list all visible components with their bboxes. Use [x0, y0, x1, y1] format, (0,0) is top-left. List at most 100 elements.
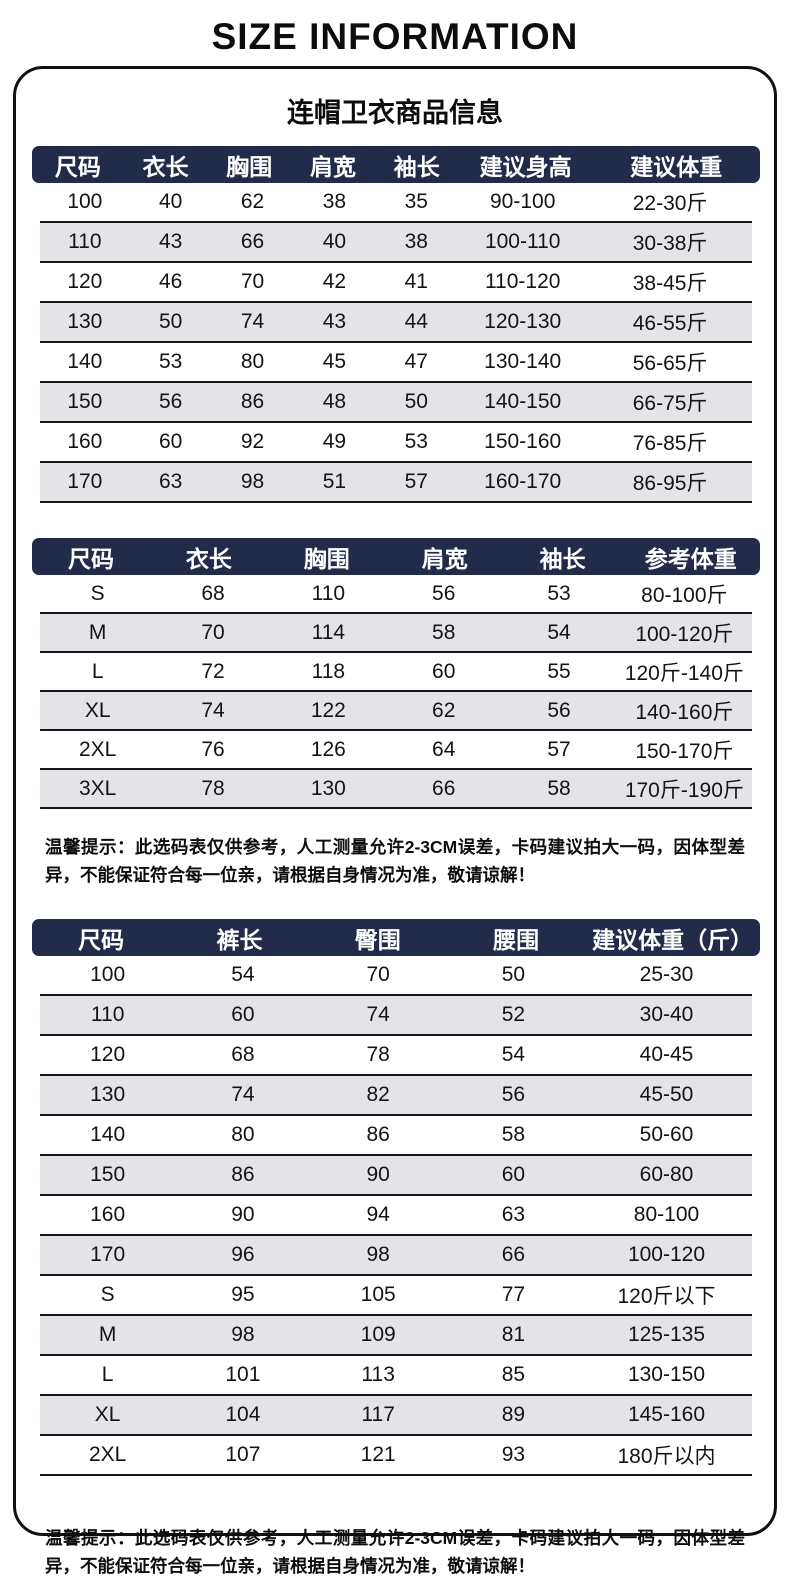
table-cell: L — [91, 659, 104, 683]
table-cell: 94 — [366, 1203, 390, 1226]
table-row: 160 90 94 63 80-100 — [40, 1196, 752, 1236]
table-cell: 80-100斤 — [641, 583, 728, 607]
table-cell: 60 — [501, 1163, 526, 1186]
table-cell: 145-160 — [627, 1403, 706, 1426]
table-cell: M — [88, 620, 107, 644]
table-cell: 77 — [501, 1283, 526, 1306]
table-cell: 78 — [201, 776, 225, 800]
table-cell: 46-55斤 — [632, 312, 708, 335]
table-cell: 48 — [322, 390, 347, 413]
table-row: 170 63 98 51 57 160-170 86-95斤 — [40, 463, 752, 503]
column-header: 臀围 — [354, 926, 401, 953]
table-cell: 107 — [225, 1443, 261, 1466]
column-header: 建议体重 — [630, 153, 723, 180]
page-title: SIZE INFORMATION — [211, 16, 579, 57]
table-row: 130 74 82 56 45-50 — [40, 1076, 752, 1116]
table-cell: 90 — [366, 1163, 390, 1186]
table-cell: 92 — [240, 430, 265, 453]
table-cell: 50 — [158, 310, 183, 333]
table-cell: 109 — [360, 1323, 396, 1346]
table-row: 2XL 107 121 93 180斤以内 — [40, 1436, 752, 1476]
table-cell: 64 — [432, 737, 456, 761]
table-cell: 2XL — [78, 737, 117, 761]
table-row: 150 86 90 60 60-80 — [40, 1156, 752, 1196]
size-info-card: 连帽卫衣商品信息 尺码 衣长 胸围 肩宽 袖长 建议身高 建议体重 100 40 62 38 35 90… — [13, 66, 777, 1576]
table-cell: 113 — [361, 1363, 395, 1386]
table-cell: 86 — [240, 390, 265, 413]
table-cell: 140 — [90, 1123, 126, 1146]
table-cell: 60 — [432, 659, 456, 683]
column-header: 袖长 — [393, 153, 440, 180]
table-row: M 98 109 81 125-135 — [40, 1316, 752, 1356]
column-header: 腰围 — [493, 926, 540, 953]
table-cell: 78 — [366, 1043, 390, 1066]
table-row: L 72 118 60 55 120斤-140斤 — [40, 653, 752, 692]
table-cell: 56 — [547, 698, 571, 722]
table-cell: S — [90, 581, 105, 605]
table-cell: 122 — [310, 698, 346, 722]
table-cell: 58 — [547, 776, 571, 800]
table-cell: 160 — [67, 430, 103, 453]
table-cell: 60 — [231, 1003, 255, 1026]
column-header: 裤长 — [216, 926, 263, 953]
table-cell: 130 — [90, 1083, 126, 1106]
table-cell: 170 — [90, 1243, 126, 1266]
table-cell: 140-150 — [484, 390, 562, 413]
table-cell: 98 — [366, 1243, 390, 1266]
table-cell: 76-85斤 — [632, 432, 708, 455]
column-header: 胸围 — [303, 545, 350, 572]
table-cell: 47 — [404, 350, 428, 373]
table-row: 170 96 98 66 100-120 — [40, 1236, 752, 1276]
table-row: XL 74 122 62 56 140-160斤 — [40, 692, 752, 731]
table-cell: 170斤-190斤 — [624, 778, 744, 802]
table-cell: 62 — [240, 190, 265, 213]
table-cell: 100-110 — [484, 230, 561, 253]
pants-size-table: 尺码 裤长 臀围 腰围 建议体重（斤） 100 54 70 50 25-30 110 60 74 52 30… — [32, 919, 760, 1476]
table-cell: 68 — [201, 581, 225, 605]
table-cell: 100 — [67, 190, 103, 213]
column-header: 参考体重 — [644, 545, 737, 572]
table-cell: 51 — [322, 470, 347, 493]
table-cell: 74 — [231, 1083, 255, 1106]
table-row: 150 56 86 48 50 140-150 66-75斤 — [40, 383, 752, 423]
table-cell: 120 — [67, 270, 103, 293]
table-cell: 150 — [67, 390, 103, 413]
table-cell: 93 — [501, 1443, 526, 1466]
table-cell: M — [98, 1323, 117, 1346]
table-cell: 100 — [90, 963, 126, 986]
table-cell: 100-120 — [627, 1243, 706, 1266]
table-cell: 66 — [432, 776, 456, 800]
column-header: 衣长 — [142, 153, 189, 180]
table-cell: 150-170斤 — [635, 739, 734, 763]
table-cell: 80-100 — [633, 1203, 700, 1226]
table-cell: 130-140 — [484, 350, 562, 373]
table-cell: 62 — [432, 698, 456, 722]
table-cell: 66 — [501, 1243, 526, 1266]
table-cell: 140-160斤 — [635, 700, 734, 724]
table-cell: 60-80 — [639, 1163, 694, 1186]
table-cell: 56-65斤 — [632, 352, 708, 375]
table-cell: 80 — [240, 350, 265, 373]
table-cell: 50 — [404, 390, 428, 413]
table-cell: 45-50 — [639, 1083, 694, 1106]
table-cell: 2XL — [88, 1443, 127, 1466]
table-row: 160 60 92 49 53 150-160 76-85斤 — [40, 423, 752, 463]
table-cell: 49 — [322, 430, 347, 453]
warm-tip-top: 温馨提示：此选码表仅供参考，人工测量允许2-3CM误差，卡码建议拍大一码，因体型… — [45, 837, 745, 885]
table-cell: 3XL — [78, 776, 117, 800]
column-header: 袖长 — [539, 545, 586, 572]
column-header: 尺码 — [67, 545, 114, 572]
table-cell: 30-38斤 — [632, 232, 708, 255]
table-cell: 160-170 — [484, 470, 562, 493]
table-cell: 110 — [311, 581, 346, 605]
table-row: 3XL 78 130 66 58 170斤-190斤 — [40, 770, 752, 809]
table-cell: 130 — [310, 776, 346, 800]
table-cell: 110 — [90, 1003, 125, 1026]
table-cell: 40-45 — [639, 1043, 694, 1066]
table-cell: 53 — [158, 350, 183, 373]
table-cell: 82 — [366, 1083, 390, 1106]
table-cell: 70 — [366, 963, 390, 986]
table-cell: 126 — [310, 737, 346, 761]
hoodie-adult-size-table: 尺码 衣长 胸围 肩宽 袖长 参考体重 S 68 110 56 53 80-100斤 M 70 114 58 5… — [32, 538, 760, 809]
